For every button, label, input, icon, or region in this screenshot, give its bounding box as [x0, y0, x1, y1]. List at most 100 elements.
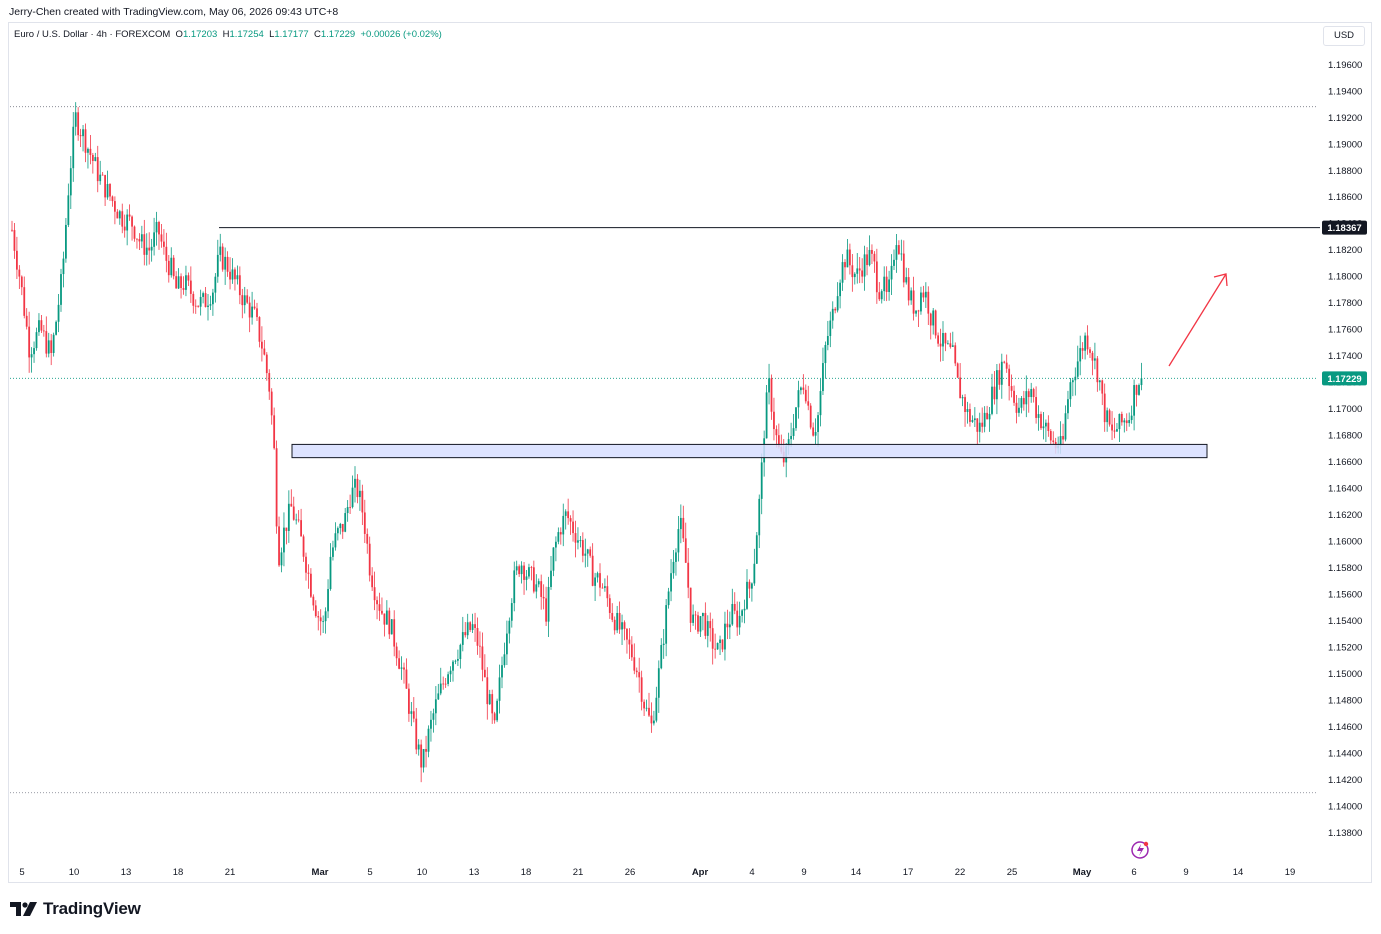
candle-body	[1103, 393, 1106, 423]
candle-body	[758, 498, 761, 536]
candle-body	[841, 262, 844, 283]
candle-body	[824, 345, 827, 364]
candle-body	[459, 644, 462, 659]
candle-body	[20, 276, 23, 288]
candle-body	[199, 296, 202, 307]
candle-body	[755, 535, 758, 564]
candle-body	[94, 157, 97, 161]
candle-body	[104, 175, 106, 198]
candle-body	[773, 411, 775, 430]
candle-body	[1074, 376, 1077, 381]
projection-arrow-line	[1168, 273, 1227, 367]
candle-body	[18, 269, 21, 277]
candle-body	[395, 646, 398, 659]
candle-body	[341, 523, 344, 532]
candle-body	[69, 168, 72, 196]
candle-body	[728, 624, 731, 628]
candle-body	[924, 291, 927, 298]
candle-body	[581, 540, 584, 556]
last-price-tag	[1322, 371, 1367, 386]
candle-body	[915, 310, 917, 314]
candle-body	[236, 275, 239, 280]
time-tick-label: 10	[69, 867, 80, 878]
candle-body	[466, 622, 469, 636]
candle-body	[253, 306, 256, 309]
candle-body	[324, 611, 327, 622]
candle-body	[400, 667, 403, 669]
candle-body	[699, 616, 702, 632]
candle-body	[454, 660, 457, 662]
candle-body	[270, 391, 273, 416]
dotted-lines	[10, 106, 1318, 794]
price-tick-label: 1.16400	[1328, 484, 1362, 495]
candle-body	[682, 517, 685, 539]
flash-icon[interactable]	[1131, 841, 1149, 859]
candle-body	[189, 280, 192, 294]
time-tick-label: 17	[903, 867, 914, 878]
candle-body	[508, 620, 511, 634]
currency-button[interactable]: USD	[1323, 26, 1365, 46]
candle-body	[1133, 385, 1135, 416]
candle-body	[851, 265, 854, 278]
candle-body	[491, 694, 494, 714]
candle-body	[616, 612, 619, 631]
candle-body	[846, 249, 849, 268]
candle-body	[425, 748, 427, 752]
candle-body	[618, 612, 621, 630]
candle-body	[613, 619, 616, 631]
candle-body	[194, 305, 197, 307]
candle-body	[819, 391, 822, 416]
candle-body	[988, 413, 991, 420]
candle-body	[733, 603, 736, 611]
candle-body	[589, 549, 592, 556]
candle-body	[280, 552, 283, 566]
candle-body	[559, 532, 562, 535]
candle-body	[359, 490, 361, 498]
time-tick-label: 5	[19, 867, 24, 878]
candle-body	[479, 645, 481, 647]
candle-body	[947, 343, 949, 345]
candle-body	[863, 254, 866, 277]
candle-body	[743, 608, 746, 611]
low-label: L	[269, 29, 275, 40]
candle-body	[878, 292, 881, 300]
candle-body	[138, 239, 141, 242]
candle-body	[917, 310, 920, 312]
candle-body	[584, 553, 587, 556]
candle-body	[207, 305, 209, 308]
candle-body	[65, 224, 67, 259]
candle-body	[437, 693, 440, 700]
candle-body	[912, 290, 915, 314]
candle-body	[532, 567, 535, 592]
candle-body	[185, 275, 187, 290]
candle-body	[875, 261, 878, 293]
candle-body	[243, 295, 246, 306]
candle-body	[339, 523, 342, 529]
candle-body	[1022, 398, 1025, 405]
candle-body	[567, 511, 570, 519]
candle-body	[684, 538, 687, 563]
price-tick-label: 1.19000	[1328, 139, 1362, 150]
price-tick-label: 1.14400	[1328, 748, 1362, 759]
candle-body	[180, 276, 182, 289]
candle-body	[390, 619, 393, 635]
candle-body	[398, 658, 400, 669]
candle-body	[403, 667, 405, 670]
candle-body	[667, 591, 670, 606]
candle-body	[197, 305, 200, 307]
price-axis: 1.19600 1.19400 1.19200 1.19000 1.18800 1.186…	[1328, 60, 1362, 839]
price-tick-label: 1.19400	[1328, 86, 1362, 97]
candle-body	[13, 230, 16, 251]
price-tick-label: 1.15400	[1328, 616, 1362, 627]
candle-body	[1094, 358, 1096, 361]
candle-body	[506, 633, 508, 655]
low-value: 1.17177	[274, 29, 309, 40]
candle-body	[16, 250, 18, 270]
candle-body	[510, 603, 513, 621]
time-tick-label: 13	[121, 867, 132, 878]
candle-body	[944, 333, 947, 344]
candle-body	[486, 677, 489, 705]
tradingview-logo-icon	[10, 902, 37, 916]
candle-body	[332, 547, 334, 557]
